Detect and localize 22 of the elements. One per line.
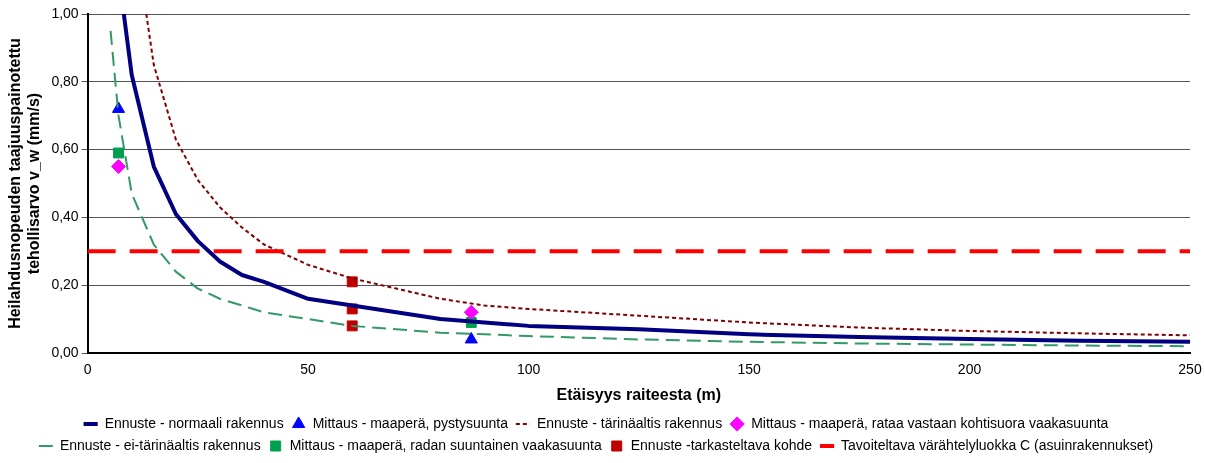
x-axis-title: Etäisyys raiteesta (m) (556, 385, 722, 403)
legend-label: Ennuste -tarkasteltava kohde (630, 436, 813, 453)
legend-label: Mittaus - maaperä, rataa vastaan kohtisuora vaakasuunta (751, 414, 1109, 431)
legend-label: Ennuste - normaali rakennus (104, 414, 284, 431)
x-tick-label: 0 (83, 361, 92, 378)
y-tick-label: 0,40 (51, 208, 79, 225)
x-tick-label: 250 (1178, 361, 1202, 378)
x-tick-label: 50 (300, 361, 317, 378)
y-tick-label: 0,80 (51, 72, 79, 89)
x-tick-label: 150 (737, 361, 761, 378)
y-tick-label: 1,00 (51, 4, 79, 21)
legend-label: Mittaus - maaperä, radan suuntainen vaakasuunta (289, 436, 602, 453)
x-tick-label: 100 (516, 361, 541, 378)
x-tick-label: 200 (957, 361, 982, 378)
legend-label: Ennuste - ei-tärinäaltis rakennus (59, 436, 261, 453)
y-tick-label: 0,00 (51, 343, 79, 360)
y-axis-title: Heilahdusnopeuden taajuuspainotettu tehollisarvo v_w (mm/s) (6, 38, 43, 329)
legend-label: Tavoiteltava värähtelyluokka C (asuinrakennukset) (841, 436, 1154, 453)
y-tick-label: 0,20 (51, 276, 79, 293)
y-tick-label: 0,60 (51, 140, 79, 157)
legend-label: Ennuste - tärinäaltis rakennus (536, 414, 723, 431)
legend-label: Mittaus - maaperä, pystysuunta (312, 414, 509, 431)
